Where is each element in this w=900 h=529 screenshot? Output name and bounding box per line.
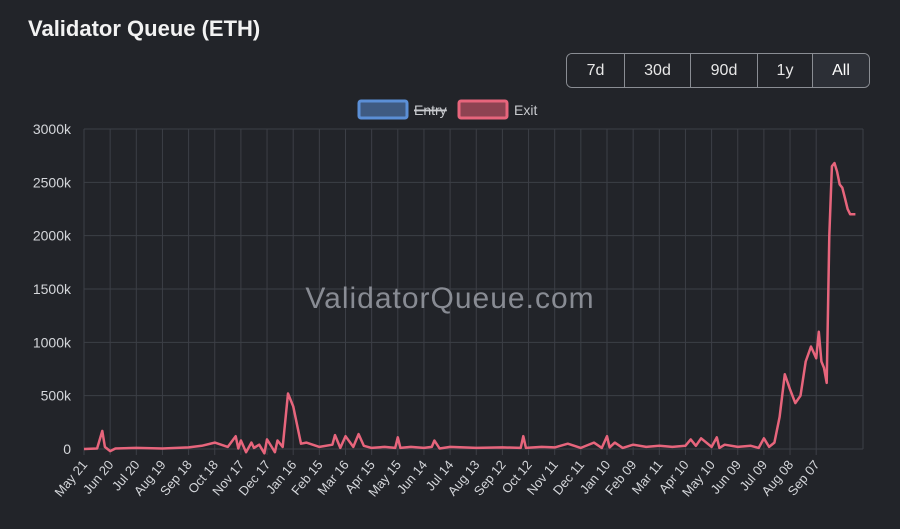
y-tick-label: 2500k [33,174,72,190]
legend-entry-swatch[interactable] [357,99,409,120]
y-tick-label: 0 [63,441,71,457]
range-30d-button[interactable]: 30d [625,54,691,87]
legend-exit-label[interactable]: Exit [514,102,537,118]
watermark: ValidatorQueue.com [305,282,595,315]
y-tick-label: 1000k [33,334,72,350]
y-tick-label: 3000k [33,121,72,137]
time-range-selector: 7d 30d 90d 1y All [566,53,870,88]
legend-exit-swatch[interactable] [457,99,509,120]
y-tick-label: 2000k [33,228,72,244]
x-tick-label: May 21 [51,457,90,499]
range-7d-button[interactable]: 7d [567,54,625,87]
range-all-button[interactable]: All [813,54,869,87]
range-1y-button[interactable]: 1y [758,54,813,87]
range-90d-button[interactable]: 90d [691,54,758,87]
chart-legend: Entry Exit [357,99,537,120]
exit-series-line [83,161,856,455]
page-title: Validator Queue (ETH) [28,16,261,41]
y-tick-label: 1500k [33,281,72,297]
y-tick-label: 500k [41,388,72,404]
